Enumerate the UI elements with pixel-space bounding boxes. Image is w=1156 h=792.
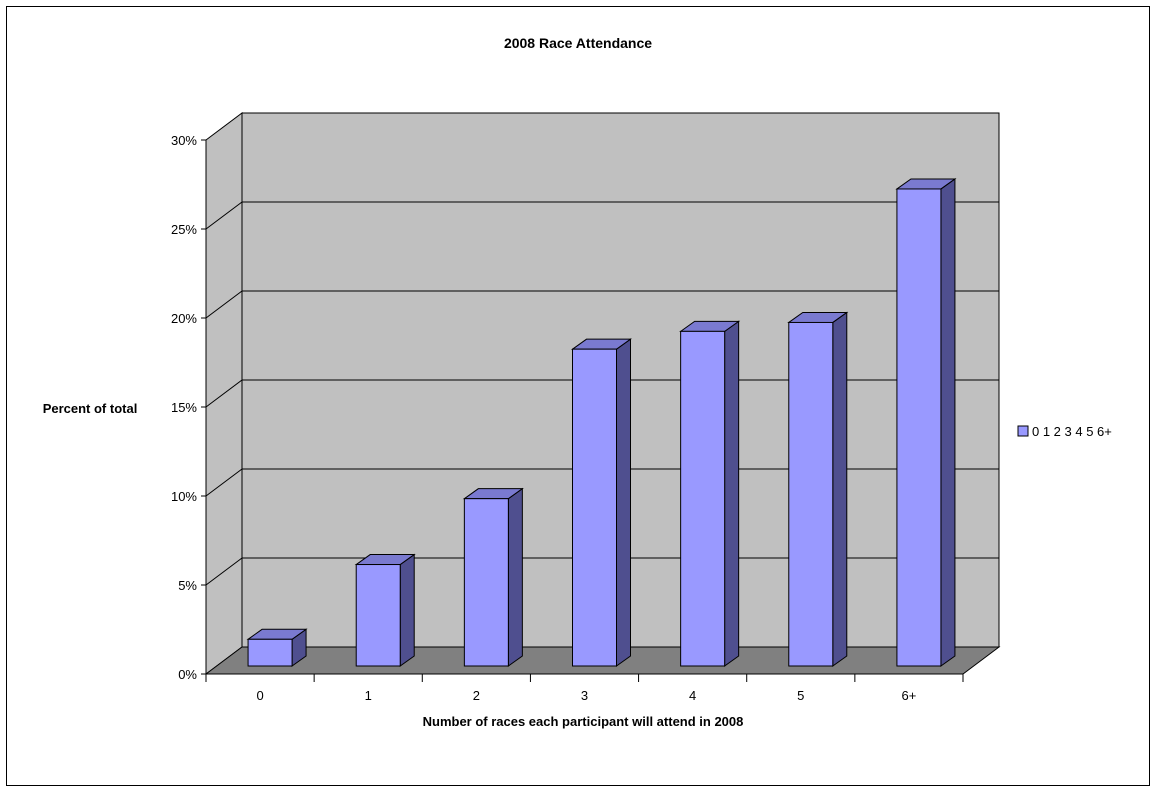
bar-front bbox=[680, 330, 726, 667]
bars bbox=[246, 177, 957, 667]
bar-side bbox=[940, 177, 956, 667]
bar bbox=[462, 487, 524, 667]
gridline-side bbox=[205, 557, 243, 586]
bar bbox=[570, 338, 633, 667]
bar-front bbox=[788, 321, 834, 667]
bar-front bbox=[355, 564, 401, 667]
y-tick-label: 10% bbox=[171, 489, 197, 504]
x-tick-label: 2 bbox=[473, 688, 480, 703]
bar-front bbox=[247, 638, 293, 667]
bar-side bbox=[507, 487, 523, 667]
y-tick-label: 25% bbox=[171, 222, 197, 237]
bar-side bbox=[832, 311, 848, 667]
chart-title: 2008 Race Attendance bbox=[504, 35, 652, 51]
y-tick-label: 0% bbox=[178, 667, 197, 682]
axes: 0% 5% 10% 15% 20% 25% 30% 0 1 2 3 4 5 6+ bbox=[171, 133, 964, 703]
y-axis-title: Percent of total bbox=[43, 401, 138, 416]
x-tick-label: 5 bbox=[797, 688, 804, 703]
bar bbox=[679, 320, 741, 667]
y-tick-label: 30% bbox=[171, 133, 197, 148]
bar bbox=[895, 177, 957, 667]
gridline-side bbox=[205, 379, 243, 408]
bar-side bbox=[399, 553, 415, 667]
x-tick-label: 1 bbox=[365, 688, 372, 703]
gridline-side bbox=[205, 468, 243, 497]
bar-front bbox=[896, 188, 942, 667]
bar bbox=[354, 553, 416, 667]
bar-side bbox=[724, 320, 740, 667]
x-axis-title: Number of races each participant will at… bbox=[423, 714, 744, 729]
bar bbox=[787, 311, 849, 667]
legend-swatch bbox=[1017, 425, 1029, 437]
x-tick-label: 4 bbox=[689, 688, 696, 703]
legend: 0 1 2 3 4 5 6+ bbox=[1017, 424, 1112, 439]
y-tick-label: 5% bbox=[178, 578, 197, 593]
legend-label: 0 1 2 3 4 5 6+ bbox=[1032, 424, 1112, 439]
bar-front bbox=[463, 498, 509, 667]
bar bbox=[246, 628, 308, 667]
y-tick-label: 15% bbox=[171, 400, 197, 415]
bar-front bbox=[572, 348, 617, 667]
y-tick-label: 20% bbox=[171, 311, 197, 326]
x-tick-label: 3 bbox=[581, 688, 588, 703]
x-tick-label: 6+ bbox=[902, 688, 917, 703]
bar-side bbox=[616, 338, 631, 667]
gridline-side bbox=[205, 201, 243, 230]
x-tick-label: 0 bbox=[256, 688, 263, 703]
gridline-side bbox=[205, 290, 243, 319]
